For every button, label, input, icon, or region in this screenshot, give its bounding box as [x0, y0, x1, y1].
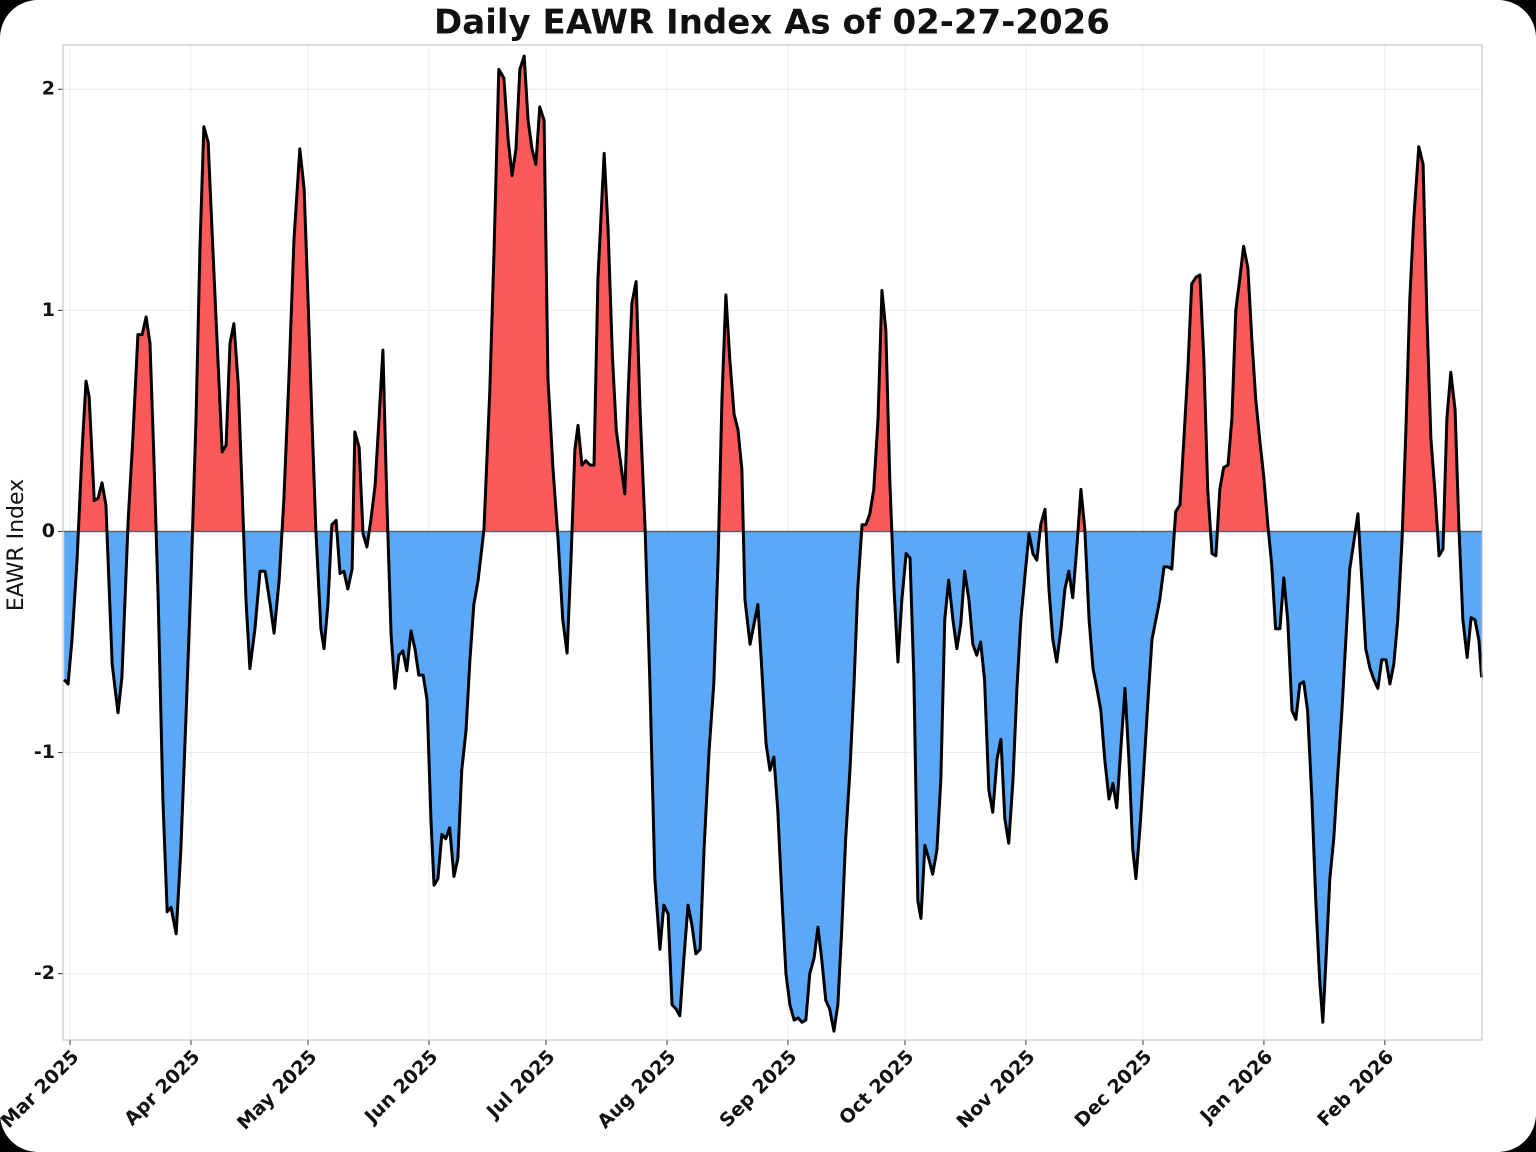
x-tick-label: Jul 2025 [481, 1046, 559, 1124]
x-tick-label: Mar 2025 [0, 1046, 83, 1133]
y-tick-label: 2 [42, 78, 55, 100]
positive-area [64, 56, 1482, 532]
x-tick-label: Nov 2025 [952, 1046, 1039, 1133]
x-tick-label: Sep 2025 [715, 1046, 801, 1132]
x-tick-label: Feb 2026 [1313, 1046, 1398, 1131]
y-tick-label: 1 [42, 299, 55, 321]
y-tick-label: -2 [34, 962, 55, 984]
chart-title: Daily EAWR Index As of 02-27-2026 [434, 3, 1110, 43]
y-tick-label: 0 [42, 520, 55, 542]
negative-area [64, 531, 1482, 1032]
y-tick-label: -1 [34, 741, 55, 763]
y-axis-label: EAWR Index [4, 479, 29, 611]
x-tick-label: May 2025 [233, 1046, 321, 1134]
x-tick-label: Oct 2025 [835, 1046, 918, 1129]
x-tick-label: Jun 2025 [359, 1046, 442, 1129]
index-line [63, 54, 1484, 1033]
x-tick-label: Dec 2025 [1071, 1046, 1157, 1132]
x-tick-label: Jan 2026 [1195, 1046, 1278, 1129]
plot-frame [62, 44, 1483, 1041]
x-tick-label: Apr 2025 [120, 1046, 204, 1130]
x-tick-label: Aug 2025 [593, 1046, 680, 1133]
